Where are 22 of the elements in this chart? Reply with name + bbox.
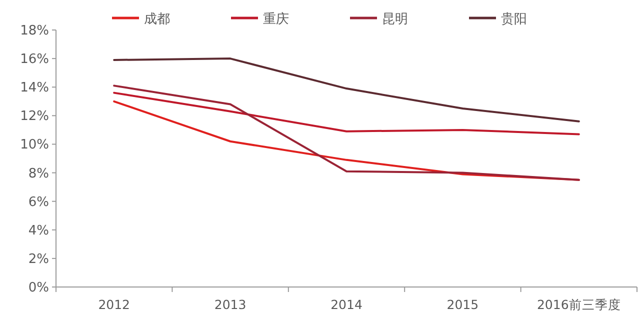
y-tick-label: 8% [28,166,49,182]
y-tick-label: 14% [20,80,49,96]
y-tick-label: 16% [20,52,49,68]
y-tick-label: 0% [28,280,49,296]
x-tick-label: 2016前三季度 [536,297,621,312]
y-tick-label: 18% [20,24,49,38]
y-tick-label: 4% [28,223,49,238]
x-tick-label: 2012 [98,297,130,312]
legend-label: 昆明 [382,12,408,27]
legend-label: 贵阳 [501,12,527,27]
legend-label: 重庆 [263,12,289,27]
y-tick-label: 12% [20,109,49,124]
x-tick-label: 2013 [214,297,246,312]
line-series [113,84,580,181]
x-tick-label: 2014 [330,297,362,312]
y-tick-label: 10% [20,138,49,153]
y-tick-label: 2% [28,252,49,267]
line-series [113,58,580,122]
legend-label: 成都 [144,12,170,27]
y-tick-label: 6% [28,194,49,210]
x-tick-label: 2015 [446,297,479,312]
line-series [113,92,580,136]
